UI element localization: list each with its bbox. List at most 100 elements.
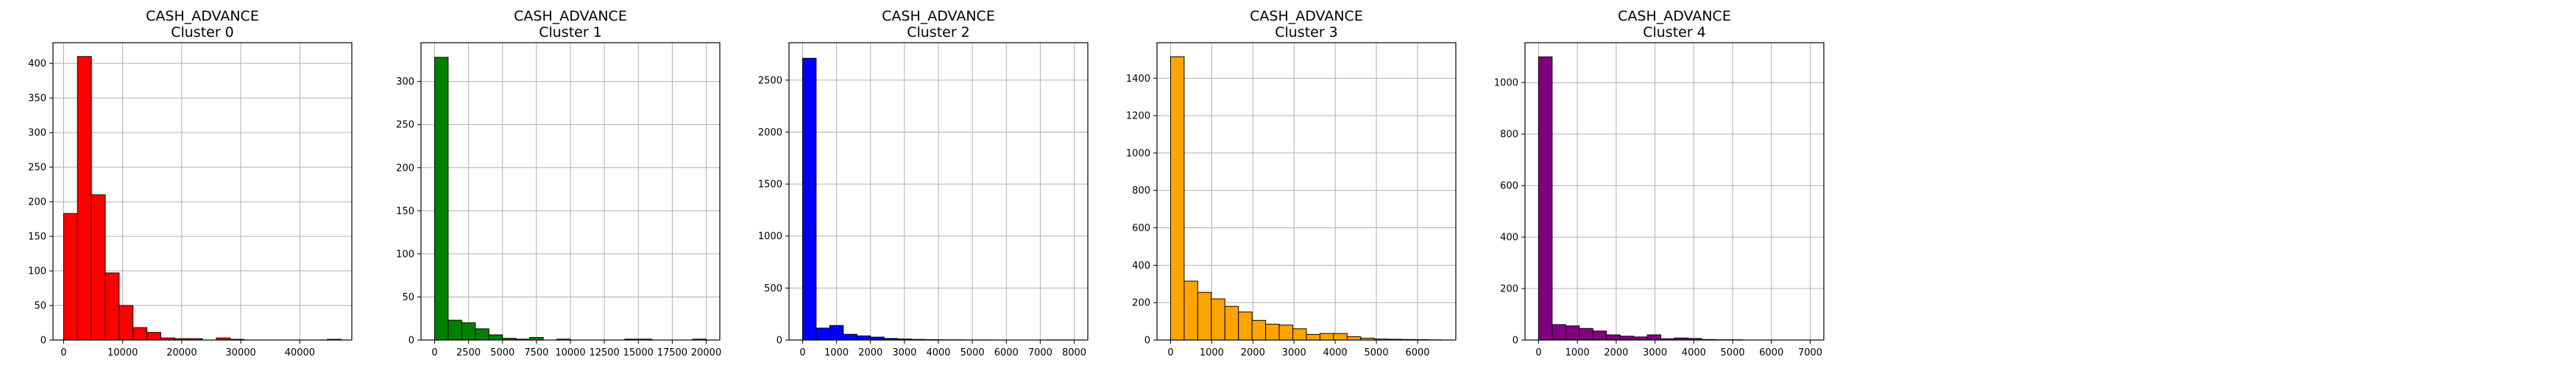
histogram-bar (1306, 333, 1320, 341)
histogram-bar (1592, 330, 1607, 341)
y-tick-label: 350 (28, 93, 46, 105)
histogram-bar (105, 272, 120, 341)
histogram-cluster-0: 0 10000 20000 30000 40000 0 50 100 150 200 250 300 3… (28, 8, 353, 358)
histogram-cluster-3: 0 1000 2000 3000 4000 5000 6000 0 200 400 600 800 10… (1126, 8, 1457, 358)
chart-title: CASH_ADVANCE (1250, 8, 1363, 24)
x-tick-label: 3000 (1643, 347, 1667, 358)
x-tick-label: 10000 (555, 347, 585, 358)
x-tick-label: 6000 (1405, 347, 1429, 358)
histogram-bar (1633, 336, 1648, 341)
histogram-bar (1211, 298, 1225, 341)
x-tick-label: 5000 (1365, 347, 1389, 358)
y-tick-label: 1400 (1126, 74, 1150, 85)
histogram-cluster-4: 0 1000 2000 3000 4000 5000 6000 7000 0 200 400 600 8… (1494, 8, 1825, 358)
y-tick-label: 100 (28, 266, 46, 277)
y-tick-label: 0 (1144, 336, 1150, 347)
x-tick-label: 30000 (225, 347, 255, 358)
y-tick-label: 400 (28, 59, 46, 70)
y-tick-label: 0 (408, 336, 414, 347)
histogram-bar (1538, 56, 1553, 341)
y-tick-label: 300 (28, 128, 46, 139)
histogram-bar (1606, 334, 1621, 341)
y-tick-label: 2500 (758, 75, 782, 86)
histogram-bar (1319, 333, 1334, 341)
x-tick-label: 17500 (657, 347, 687, 358)
y-tick-label: 600 (1132, 223, 1150, 234)
chart-subtitle: Cluster 1 (539, 24, 602, 40)
x-tick-label: 2000 (1604, 347, 1628, 358)
x-tick-label: 4000 (1323, 347, 1348, 358)
histogram-bar (1238, 311, 1253, 341)
x-tick-label: 0 (1167, 347, 1173, 358)
axes-frame (1156, 42, 1457, 341)
y-tick-label: 200 (396, 163, 414, 174)
y-tick-label: 0 (1512, 336, 1518, 347)
histogram-bar (91, 194, 106, 341)
y-tick-label: 2000 (758, 127, 782, 138)
x-tick-label: 15000 (623, 347, 654, 358)
chart-subtitle: Cluster 2 (907, 24, 970, 40)
x-tick-label: 7000 (1028, 347, 1052, 358)
histogram-bar (1224, 305, 1239, 341)
x-tick-label: 2500 (456, 347, 481, 358)
x-tick-label: 40000 (285, 347, 315, 358)
histogram-bar (1278, 325, 1294, 341)
y-tick-label: 1000 (1494, 78, 1518, 89)
histogram-bar (118, 305, 134, 341)
histogram-bar (1333, 333, 1348, 341)
x-tick-label: 5000 (960, 347, 985, 358)
chart-title: CASH_ADVANCE (882, 8, 995, 24)
histogram-bar (1619, 336, 1635, 341)
chart-subtitle: Cluster 4 (1643, 24, 1706, 40)
chart-title: CASH_ADVANCE (146, 8, 259, 24)
x-tick-label: 20000 (691, 347, 721, 358)
x-tick-label: 10000 (107, 347, 138, 358)
x-tick-label: 0 (1535, 347, 1541, 358)
histogram-cluster-2: 0 1000 2000 3000 4000 5000 6000 7000 8000 0 500 100… (758, 8, 1089, 358)
x-tick-label: 4000 (1682, 347, 1706, 358)
x-tick-label: 7000 (1798, 347, 1822, 358)
histogram-bar (1265, 323, 1280, 341)
histogram-bar (1197, 291, 1212, 341)
y-tick-label: 1000 (1126, 148, 1150, 159)
axes-frame (1524, 42, 1825, 341)
chart-subtitle: Cluster 0 (171, 24, 234, 40)
y-tick-label: 150 (28, 232, 46, 243)
x-tick-label: 1000 (824, 347, 849, 358)
histogram-bar (1170, 56, 1185, 341)
histogram-bar (1183, 280, 1198, 341)
x-tick-label: 0 (60, 347, 66, 358)
histogram-bar (475, 328, 489, 341)
x-tick-label: 1000 (1200, 347, 1224, 358)
histogram-bar (63, 213, 78, 341)
y-tick-label: 50 (34, 301, 46, 312)
histogram-bar (461, 322, 476, 341)
chart-subtitle: Cluster 3 (1275, 24, 1338, 40)
axes-frame (52, 42, 353, 341)
y-tick-label: 1000 (758, 231, 782, 242)
histogram-bar (447, 319, 462, 341)
y-tick-label: 250 (28, 163, 46, 174)
x-tick-label: 3000 (1282, 347, 1306, 358)
x-tick-label: 0 (431, 347, 437, 358)
y-tick-label: 400 (1132, 261, 1150, 272)
y-tick-label: 200 (28, 197, 46, 208)
histogram-bar (1565, 325, 1580, 341)
x-tick-label: 6000 (1759, 347, 1783, 358)
y-tick-label: 800 (1132, 185, 1150, 197)
y-tick-label: 0 (776, 336, 782, 347)
y-tick-label: 500 (764, 283, 782, 294)
x-tick-label: 2000 (858, 347, 882, 358)
chart-title: CASH_ADVANCE (1618, 8, 1731, 24)
y-tick-label: 800 (1500, 130, 1518, 141)
x-tick-label: 5000 (490, 347, 514, 358)
histogram-bar (1646, 334, 1662, 341)
histogram-bar (146, 332, 161, 341)
x-tick-label: 1000 (1565, 347, 1590, 358)
histogram-bar (802, 57, 817, 341)
x-tick-label: 6000 (994, 347, 1019, 358)
y-tick-label: 150 (396, 206, 414, 217)
y-tick-label: 1200 (1126, 111, 1150, 122)
chart-title: CASH_ADVANCE (514, 8, 627, 24)
